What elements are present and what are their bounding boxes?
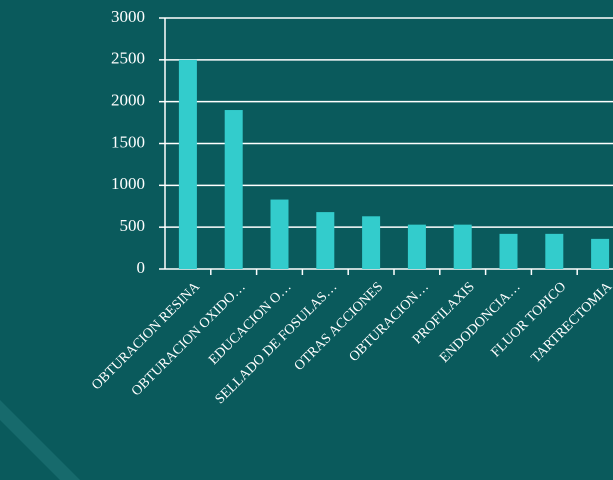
bar — [545, 233, 564, 269]
y-tick-label: 500 — [120, 216, 146, 235]
bar — [591, 238, 610, 269]
bar — [407, 224, 426, 269]
bar — [362, 216, 381, 269]
y-tick-label: 1500 — [111, 132, 145, 151]
y-tick-label: 0 — [137, 258, 146, 277]
bar — [270, 199, 289, 269]
decor-stripe — [0, 400, 80, 480]
y-tick-label: 2500 — [111, 49, 145, 68]
bar — [224, 110, 243, 270]
bar — [453, 224, 472, 269]
bar — [499, 233, 518, 269]
bar — [316, 212, 335, 269]
bar — [178, 59, 197, 270]
y-tick-label: 3000 — [111, 7, 145, 26]
y-tick-label: 1000 — [111, 174, 145, 193]
y-tick-label: 2000 — [111, 91, 145, 110]
